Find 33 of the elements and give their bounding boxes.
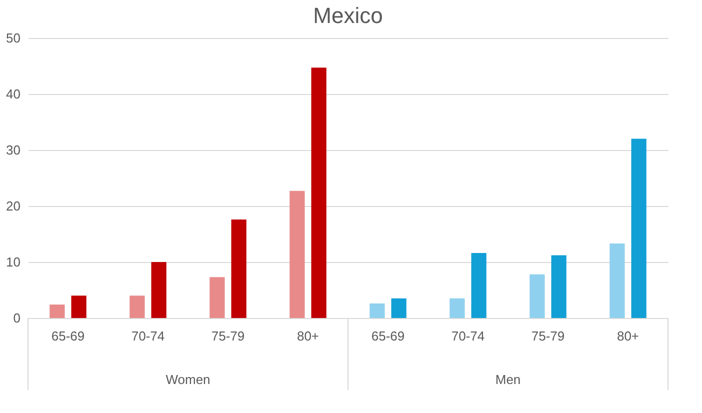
y-tick-label: 20 <box>6 198 20 214</box>
bar <box>130 296 145 318</box>
bar <box>50 304 65 318</box>
bar <box>370 303 385 318</box>
chart-title: Mexico <box>313 3 383 28</box>
y-tick-label: 50 <box>6 30 20 46</box>
bar <box>311 68 326 318</box>
bar <box>471 253 486 318</box>
y-tick-label: 40 <box>6 86 20 102</box>
bar <box>71 296 86 318</box>
bar <box>551 255 566 318</box>
text: Men <box>495 372 521 387</box>
bar <box>210 277 225 318</box>
y-tick-label: 0 <box>13 310 20 326</box>
bar <box>290 190 305 318</box>
bar <box>530 274 545 318</box>
x-tick-label: 75-79 <box>211 328 245 344</box>
x-tick-label: 70-74 <box>451 328 485 344</box>
bar <box>231 219 246 318</box>
y-tick-label: 10 <box>6 254 20 270</box>
bar <box>151 262 166 318</box>
y-tick-label: 30 <box>6 142 20 158</box>
x-tick-label: 65-69 <box>371 328 405 344</box>
bar <box>391 298 406 318</box>
bar <box>450 298 465 318</box>
x-tick-label: 80+ <box>296 328 320 344</box>
x-tick-label: 75-79 <box>531 328 565 344</box>
bar <box>631 138 646 318</box>
text: Women <box>166 372 210 387</box>
x-tick-label: 70-74 <box>131 328 165 344</box>
bar <box>610 244 625 318</box>
x-tick-label: 80+ <box>616 328 640 344</box>
x-tick-label: 65-69 <box>51 328 85 344</box>
